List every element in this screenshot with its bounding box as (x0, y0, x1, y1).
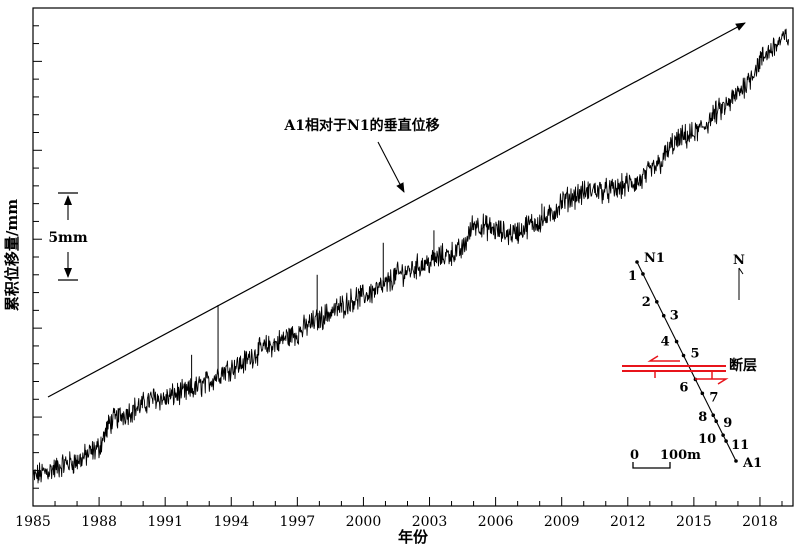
fault-arrow-left (647, 355, 680, 362)
x-tick-label: 1988 (81, 514, 117, 530)
distance-scale-bar (632, 462, 671, 469)
leveling-point (721, 433, 725, 437)
x-tick-label: 2003 (412, 514, 448, 530)
scale-bar-5mm: 5mm (48, 192, 88, 281)
distance-scale-label: 100m (660, 448, 701, 463)
leveling-line (636, 261, 737, 462)
leveling-point-label: 2 (642, 295, 651, 310)
x-tick-label: 2006 (478, 514, 514, 530)
north-arrow-head (738, 267, 744, 275)
fault-label: 断层 (729, 357, 757, 374)
leveling-point (674, 339, 679, 344)
arrow-label-pointer (377, 141, 405, 193)
start-label: N1 (644, 251, 665, 266)
y-axis-title: 累积位移量/mm (3, 199, 21, 311)
leveling-point-label: 11 (731, 438, 749, 453)
leveling-point (714, 419, 718, 424)
leveling-point (724, 439, 728, 443)
leveling-point-label: 8 (698, 410, 707, 425)
north-label: N (733, 253, 745, 268)
scale-bar-label: 5mm (48, 230, 88, 246)
x-tick-label: 2009 (544, 514, 580, 530)
x-tick-label: 1994 (213, 514, 249, 530)
end-label: A1 (742, 456, 762, 471)
fault-arrow-right (695, 378, 729, 385)
leveling-point (655, 300, 659, 304)
leveling-point-A1 (734, 459, 738, 463)
leveling-point (661, 313, 666, 318)
y-axis-ticks (33, 7, 42, 507)
leveling-point-label: 9 (723, 416, 732, 431)
leveling-point (681, 353, 686, 358)
leveling-point-N1 (635, 260, 639, 264)
leveling-point (641, 272, 645, 276)
leveling-point-label: 6 (679, 380, 688, 395)
x-tick-label: 1997 (280, 514, 316, 530)
x-tick-label: 2012 (610, 514, 646, 530)
leveling-point-label: 3 (670, 309, 679, 324)
x-axis-tick-labels: 1985 1988 1991 1994 1997 2000 2003 2006 2009 2012… (15, 514, 778, 530)
trend-arrow (47, 22, 746, 398)
leveling-point-label: 1 (628, 269, 637, 284)
series-spikes (191, 203, 543, 391)
leveling-point-label: 10 (698, 432, 716, 447)
leveling-point-label: 7 (709, 390, 718, 405)
x-tick-label: 2000 (346, 514, 382, 530)
x-tick-label: 2015 (676, 514, 712, 530)
series-line (32, 28, 790, 484)
x-axis-ticks (32, 497, 783, 506)
plot-frame (32, 7, 794, 507)
x-tick-label: 1985 (15, 514, 51, 530)
leveling-point (711, 413, 716, 418)
leveling-point-label: 4 (661, 335, 670, 350)
distance-scale-zero: 0 (630, 448, 639, 463)
leveling-point-label: 5 (691, 347, 700, 362)
leveling-point (700, 391, 705, 396)
x-tick-label: 2018 (742, 514, 778, 530)
x-tick-label: 1991 (147, 514, 183, 530)
x-axis-title: 年份 (398, 528, 429, 546)
arrow-label: A1相对于N1的垂直位移 (283, 117, 439, 134)
